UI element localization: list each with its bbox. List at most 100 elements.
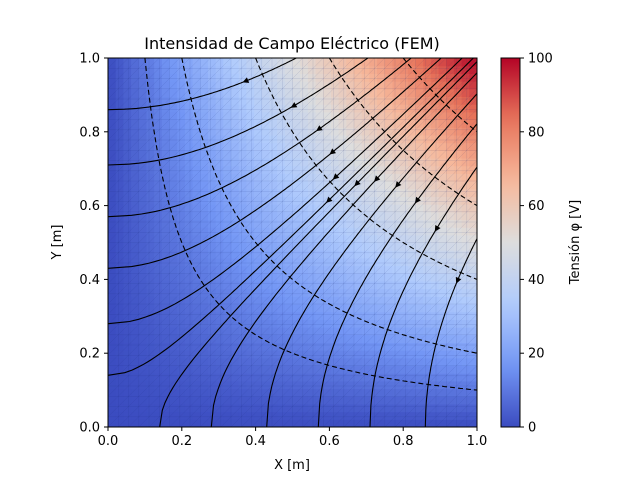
heatmap-cell <box>184 219 194 228</box>
heatmap-cell <box>361 234 370 244</box>
heatmap-cell <box>461 296 470 305</box>
heatmap-cell <box>115 234 124 244</box>
heatmap-cell <box>377 150 386 159</box>
heatmap-cell <box>392 188 401 197</box>
heatmap-cell <box>369 265 378 274</box>
heatmap-cell <box>346 265 355 274</box>
heatmap-cell <box>315 73 324 82</box>
heatmap-cell <box>423 157 432 167</box>
heatmap-cell <box>315 150 324 159</box>
heatmap-cell <box>369 204 378 213</box>
heatmap-cell <box>307 196 317 205</box>
heatmap-cell <box>354 188 363 197</box>
heatmap-cell <box>338 96 347 105</box>
heatmap-cell <box>369 196 378 205</box>
heatmap-cell <box>277 388 286 397</box>
heatmap-cell <box>238 157 247 167</box>
heatmap-cell <box>138 403 148 413</box>
heatmap-cell <box>407 296 417 305</box>
heatmap-cell <box>315 357 324 367</box>
heatmap-cell <box>292 150 301 159</box>
heatmap-cell <box>300 304 309 313</box>
heatmap-cell <box>184 334 194 344</box>
heatmap-cell <box>115 73 124 82</box>
heatmap-cell <box>423 357 432 367</box>
heatmap-cell <box>246 142 255 151</box>
heatmap-cell <box>430 403 440 413</box>
heatmap-cell <box>223 81 232 90</box>
heatmap-cell <box>161 165 171 174</box>
heatmap-cell <box>423 288 432 297</box>
heatmap-cell <box>453 334 463 344</box>
heatmap-cell <box>323 311 332 320</box>
heatmap-cell <box>123 73 132 82</box>
heatmap-cell <box>307 234 317 244</box>
heatmap-cell <box>269 119 278 128</box>
heatmap-cell <box>146 127 155 136</box>
heatmap-cell <box>323 411 332 420</box>
heatmap-cell <box>292 388 301 397</box>
heatmap-cell <box>346 134 355 144</box>
heatmap-cell <box>384 188 394 197</box>
heatmap-cell <box>361 342 370 351</box>
heatmap-cell <box>231 357 240 367</box>
heatmap-cell <box>200 104 209 113</box>
heatmap-cell <box>400 196 409 205</box>
heatmap-cell <box>461 403 470 413</box>
heatmap-cell <box>369 81 378 90</box>
heatmap-cell <box>231 265 240 274</box>
heatmap-cell <box>223 403 232 413</box>
heatmap-cell <box>300 373 309 382</box>
heatmap-cell <box>384 350 394 359</box>
x-tick-label: 1.0 <box>467 434 488 449</box>
heatmap-cell <box>200 211 209 221</box>
heatmap-cell <box>269 73 278 82</box>
heatmap-cell <box>346 181 355 190</box>
heatmap-cell <box>146 150 155 159</box>
heatmap-cell <box>215 81 224 90</box>
heatmap-cell <box>400 181 409 190</box>
heatmap-cell <box>292 419 301 427</box>
heatmap-cell <box>115 181 124 190</box>
heatmap-cell <box>269 234 278 244</box>
heatmap-cell <box>277 204 286 213</box>
heatmap-cell <box>346 119 355 128</box>
heatmap-cell <box>292 396 301 405</box>
heatmap-cells <box>108 58 477 427</box>
heatmap-cell <box>300 142 309 151</box>
heatmap-cell <box>223 419 232 427</box>
heatmap-cell <box>238 273 247 282</box>
heatmap-cell <box>453 157 463 167</box>
heatmap-cell <box>115 127 124 136</box>
heatmap-cell <box>338 242 347 251</box>
heatmap-cell <box>400 288 409 297</box>
heatmap-cell <box>330 234 340 244</box>
heatmap-cell <box>315 373 324 382</box>
y-tick-label: 0.6 <box>79 199 100 214</box>
heatmap-cell <box>108 111 117 121</box>
heatmap-cell <box>292 88 301 98</box>
heatmap-cell <box>169 150 178 159</box>
heatmap-cell <box>423 273 432 282</box>
heatmap-cell <box>292 96 301 105</box>
heatmap-cell <box>161 227 171 236</box>
heatmap-cell <box>161 365 171 374</box>
heatmap-cell <box>400 257 409 267</box>
heatmap-cell <box>131 342 140 351</box>
mesh-lines <box>108 58 477 427</box>
heatmap-cell <box>123 357 132 367</box>
heatmap-cell <box>238 365 247 374</box>
heatmap-cell <box>354 403 363 413</box>
heatmap-cell <box>284 296 294 305</box>
heatmap-cell <box>315 265 324 274</box>
heatmap-cell <box>284 242 294 251</box>
heatmap-cell <box>123 234 132 244</box>
heatmap-cell <box>346 411 355 420</box>
plot-area <box>107 57 478 428</box>
heatmap-cell <box>161 319 171 328</box>
heatmap-cell <box>300 181 309 190</box>
heatmap-cell <box>277 127 286 136</box>
heatmap-cell <box>177 65 186 74</box>
heatmap-cell <box>146 403 155 413</box>
heatmap-cell <box>446 150 455 159</box>
